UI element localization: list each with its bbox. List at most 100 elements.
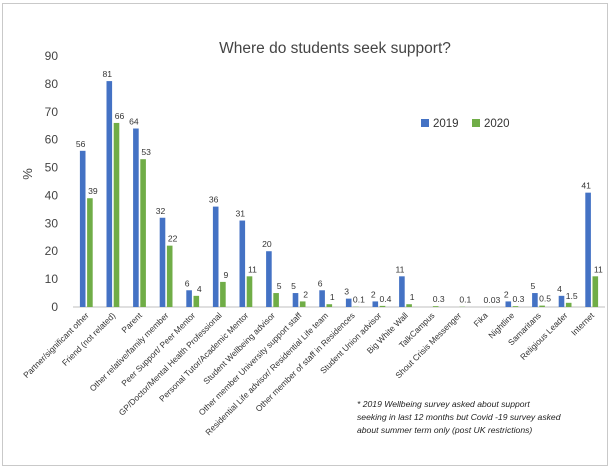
legend-label-2019: 2019 bbox=[433, 118, 459, 130]
bar-2019-17 bbox=[532, 293, 538, 307]
y-axis-ticks: 0 10 20 30 40 50 60 70 80 90 bbox=[45, 49, 59, 314]
bar-2020-11 bbox=[379, 305, 386, 307]
bar-2019-9 bbox=[319, 290, 325, 307]
bar-2019-1 bbox=[106, 81, 113, 307]
bar-2020-16 bbox=[512, 306, 519, 307]
bar-2020-0 bbox=[87, 198, 93, 307]
footnote-line-1: * 2019 Wellbeing survey asked about supp… bbox=[357, 399, 530, 409]
data-label-2020-14: 0.1 bbox=[459, 295, 471, 305]
bar-2020-3 bbox=[166, 245, 173, 307]
data-label-2019-17: 5 bbox=[531, 281, 536, 291]
bar-2020-13 bbox=[432, 306, 439, 307]
bar-2020-17 bbox=[539, 305, 545, 307]
bar-2020-1 bbox=[113, 122, 120, 307]
category-label: Other member of staff in Residences bbox=[253, 310, 356, 413]
footnote-line-2: seeking in last 12 months but Covid -19 … bbox=[357, 412, 561, 422]
bar-2019-8 bbox=[292, 293, 299, 307]
y-tick-label: 0 bbox=[51, 300, 58, 314]
data-label-2019-11: 2 bbox=[371, 289, 376, 299]
data-label-2019-16: 2 bbox=[504, 289, 509, 299]
bar-2019-2 bbox=[133, 128, 139, 307]
bar-2020-19 bbox=[592, 276, 599, 307]
data-label-2020-17: 0.5 bbox=[539, 294, 551, 304]
chart-title: Where do students seek support? bbox=[219, 40, 451, 57]
data-label-2019-0: 56 bbox=[76, 139, 86, 149]
data-label-2019-4: 6 bbox=[185, 278, 190, 288]
data-label-2020-15: 0.03 bbox=[484, 295, 501, 305]
data-label-2020-11: 0.4 bbox=[380, 294, 392, 304]
data-label-2019-2: 64 bbox=[129, 117, 139, 127]
data-label-2020-10: 0.1 bbox=[353, 295, 365, 305]
footnote-line-3: about summer term only (post UK restrict… bbox=[357, 425, 532, 435]
data-label-2020-5: 9 bbox=[224, 270, 229, 280]
bar-2020-2 bbox=[140, 159, 146, 307]
footnote: * 2019 Wellbeing survey asked about supp… bbox=[357, 399, 561, 435]
y-tick-label: 10 bbox=[45, 272, 59, 286]
data-label-2019-10: 3 bbox=[344, 287, 349, 297]
y-tick-label: 90 bbox=[45, 49, 59, 63]
data-label-2020-1: 66 bbox=[115, 111, 125, 121]
bar-2020-4 bbox=[193, 295, 200, 307]
y-tick-label: 30 bbox=[45, 216, 59, 230]
bar-2019-7 bbox=[266, 251, 272, 307]
bar-2020-6 bbox=[246, 276, 253, 307]
bar-2019-6 bbox=[239, 220, 246, 307]
data-label-2020-12: 1 bbox=[410, 292, 415, 302]
bar-2019-0 bbox=[79, 150, 86, 307]
data-label-2019-7: 20 bbox=[262, 239, 272, 249]
data-label-2020-6: 11 bbox=[248, 264, 257, 274]
data-label-2019-6: 31 bbox=[236, 209, 246, 219]
data-label-2019-8: 5 bbox=[291, 281, 296, 291]
data-label-2020-9: 1 bbox=[330, 292, 335, 302]
bars bbox=[79, 81, 599, 307]
y-tick-label: 40 bbox=[45, 188, 59, 202]
data-label-2019-5: 36 bbox=[209, 195, 219, 205]
legend-swatch-2020 bbox=[472, 119, 480, 127]
bar-2019-19 bbox=[585, 192, 591, 307]
legend-label-2020: 2020 bbox=[484, 118, 510, 130]
data-label-2019-1: 81 bbox=[103, 69, 113, 79]
data-label-2020-18: 1.5 bbox=[566, 291, 578, 301]
data-label-2019-18: 4 bbox=[557, 284, 562, 294]
data-label-2020-7: 5 bbox=[277, 281, 282, 291]
data-label-2020-4: 4 bbox=[197, 284, 202, 294]
y-tick-label: 50 bbox=[45, 161, 59, 175]
y-tick-label: 80 bbox=[45, 77, 59, 91]
bar-2019-10 bbox=[345, 298, 352, 307]
category-label: Internet bbox=[569, 310, 597, 338]
category-label: Religious Leader bbox=[518, 310, 570, 362]
data-label-2020-16: 0.3 bbox=[513, 294, 525, 304]
bar-2019-4 bbox=[186, 290, 192, 307]
data-label-2019-3: 32 bbox=[156, 206, 166, 216]
bar-2020-18 bbox=[565, 302, 572, 307]
data-label-2020-19: 11 bbox=[594, 264, 603, 274]
bar-2019-12 bbox=[399, 276, 405, 307]
category-label: Residential Life advisor/ Residential Li… bbox=[203, 310, 330, 437]
bar-2020-5 bbox=[220, 281, 226, 307]
y-tick-label: 20 bbox=[45, 244, 59, 258]
bar-2019-18 bbox=[558, 295, 565, 307]
bar-2020-9 bbox=[326, 304, 333, 307]
chart-frame bbox=[2, 3, 608, 466]
data-label-2019-12: 11 bbox=[395, 264, 404, 274]
bar-2020-8 bbox=[299, 301, 306, 307]
y-tick-label: 70 bbox=[45, 105, 59, 119]
category-label: Parent bbox=[119, 310, 144, 335]
data-label-2020-3: 22 bbox=[168, 234, 178, 244]
data-label-2020-0: 39 bbox=[88, 186, 98, 196]
y-axis-label: % bbox=[20, 168, 35, 180]
data-label-2020-2: 53 bbox=[141, 147, 151, 157]
legend: 2019 2020 bbox=[421, 118, 510, 130]
bar-2019-5 bbox=[212, 206, 219, 307]
data-label-2020-13: 0.3 bbox=[433, 294, 445, 304]
data-label-2020-8: 2 bbox=[303, 289, 308, 299]
category-label: Fika bbox=[471, 310, 490, 329]
y-tick-label: 60 bbox=[45, 133, 59, 147]
data-label-2019-19: 41 bbox=[581, 181, 591, 191]
data-label-2019-9: 6 bbox=[318, 278, 323, 288]
bar-2020-12 bbox=[406, 304, 412, 307]
bar-2019-16 bbox=[505, 301, 512, 307]
bar-2019-3 bbox=[159, 217, 166, 307]
